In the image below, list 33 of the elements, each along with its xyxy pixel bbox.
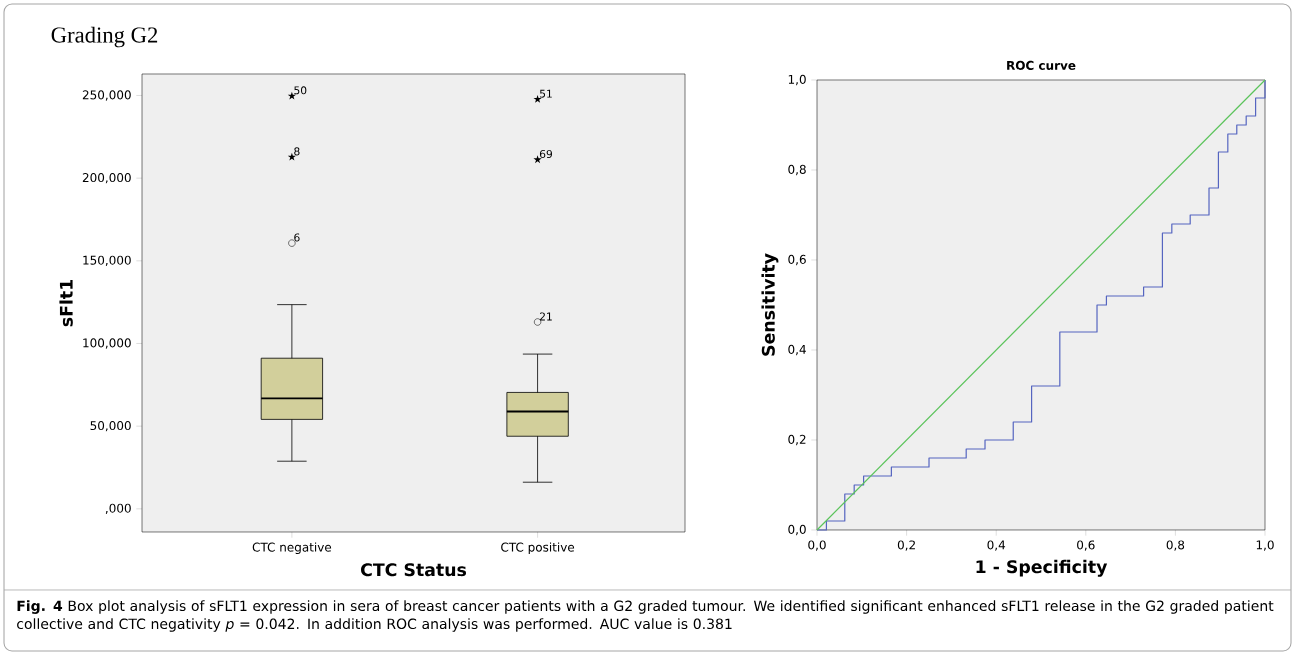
annotation: 21 (539, 312, 552, 321)
y-tick-label: 1,0 (788, 74, 806, 86)
y-tick-label: 100,000 (83, 338, 131, 349)
x-tick-label: 0,4 (987, 540, 1006, 551)
y-tick-label: 0,2 (788, 434, 806, 446)
y-tick-label: 200,000 (82, 173, 131, 184)
text: Fig. 4 Box plot analysis of sFLT1 expression in sera of breast cancer patients with a G2 graded tumour. We identified significant enhanced sFLT1 release in the G2 graded patient collective and CTC negativity p = 0.042. In addition ROC analysis was performed. AUC value is 0.381 (17, 600, 1274, 632)
x-tick-label: CTC negative (252, 542, 332, 554)
x-tick-label: 0,0 (808, 540, 826, 551)
y-tick-label: 50,000 (90, 421, 131, 432)
y-tick-label: 150,000 (83, 255, 131, 266)
chart-title: Grading G2 (51, 26, 158, 48)
y-tick-label: 0,6 (788, 254, 806, 266)
y-axis-title: sFlt1 (59, 279, 73, 327)
annotation: 69 (539, 149, 553, 159)
chart-title: ROC curve (1007, 60, 1076, 70)
annotation: 51 (540, 89, 552, 98)
y-tick-label: ,000 (105, 503, 131, 514)
x-tick-label: CTC positive (501, 542, 575, 554)
y-tick-label: 0,0 (788, 524, 806, 536)
annotation: 8 (294, 147, 300, 156)
x-axis-title: 1 - Specificity (976, 559, 1108, 577)
x-tick-label: 0,2 (897, 540, 915, 551)
x-tick-label: 0,6 (1077, 540, 1095, 551)
x-tick-label: 0,8 (1166, 540, 1185, 551)
x-tick-label: 1,0 (1256, 540, 1274, 551)
annotation: 6 (294, 233, 300, 242)
x-axis-title: CTC Status (361, 563, 467, 577)
y-tick-label: 250,000 (82, 90, 131, 101)
y-axis-title: Sensitivity (761, 253, 779, 356)
y-tick-label: 0,4 (788, 344, 806, 356)
y-tick-label: 0,8 (788, 164, 806, 176)
annotation: 50 (294, 86, 307, 95)
